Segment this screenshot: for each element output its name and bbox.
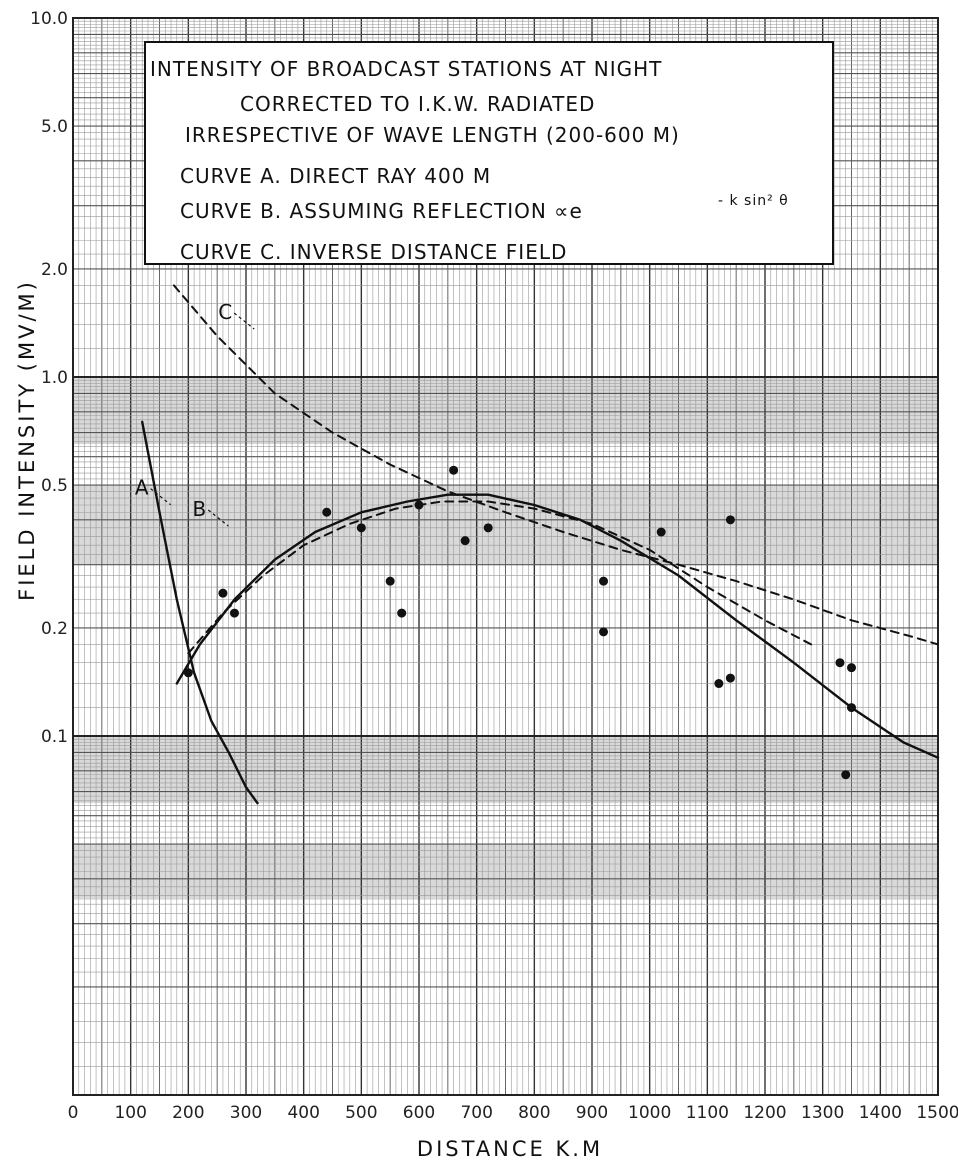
x-tick-label: 200: [172, 1103, 204, 1123]
y-tick-label: 0.5: [41, 476, 68, 496]
series-line-a: [140, 420, 259, 805]
x-tick-label: 1100: [686, 1103, 729, 1123]
x-tick-label: 1000: [628, 1103, 671, 1123]
data-point: [725, 673, 735, 683]
legend-box: INTENSITY OF BROADCAST STATIONS AT NIGHT…: [144, 41, 834, 265]
x-tick-label: 1400: [859, 1103, 902, 1123]
data-point: [356, 523, 366, 533]
y-tick-label: 0.1: [41, 727, 68, 747]
chart-subtitle-1: CORRECTED TO I.K.W. RADIATED: [240, 92, 595, 116]
y-tick-label: 1.0: [41, 368, 68, 388]
x-tick-label: 300: [230, 1103, 262, 1123]
curve-label-b: B: [193, 497, 207, 521]
data-point: [847, 703, 856, 713]
y-tick-label: 2.0: [41, 260, 68, 280]
legend-background: [144, 41, 834, 265]
y-tick-label: 10.0: [30, 9, 68, 29]
x-tick-label: 1500: [916, 1103, 958, 1123]
y-tick-label: 0.2: [41, 619, 68, 639]
data-point: [599, 576, 609, 586]
data-point: [397, 608, 407, 618]
data-point: [183, 668, 193, 678]
legend-curve-b-formula: - k sin² θ: [718, 193, 789, 209]
x-tick-label: 1300: [801, 1103, 844, 1123]
data-point: [847, 663, 856, 673]
data-points: [183, 465, 856, 780]
data-point: [449, 465, 459, 475]
data-point: [725, 515, 735, 525]
x-axis-title: DISTANCE K.M: [417, 1137, 603, 1161]
series-group: A B C: [135, 284, 940, 805]
legend-curve-c: CURVE C. INVERSE DISTANCE FIELD: [180, 240, 567, 264]
curve-pointer-b: [207, 509, 229, 527]
data-point: [385, 576, 395, 586]
y-tick-label: 5.0: [41, 117, 68, 137]
data-point: [218, 588, 228, 598]
x-tick-label: 100: [114, 1103, 146, 1123]
x-tick-label: 600: [403, 1103, 435, 1123]
series-line-c: [172, 284, 939, 646]
data-point: [599, 627, 609, 637]
series-line-b: [175, 493, 940, 759]
legend-curve-a: CURVE A. DIRECT RAY 400 M: [180, 164, 491, 188]
curve-pointer-a: [150, 488, 171, 506]
axis-ticks: 0 100 200 300 400 500 600 700 800 900 1000 1100 1200…: [30, 9, 958, 1123]
data-point: [414, 500, 424, 510]
x-tick-label: 500: [345, 1103, 377, 1123]
data-point: [841, 770, 851, 780]
y-axis-title: FIELD INTENSITY (MV/M): [15, 279, 39, 601]
x-tick-label: 1200: [743, 1103, 786, 1123]
data-point: [322, 507, 332, 517]
data-point: [483, 523, 493, 533]
series-line-b-dashed: [187, 500, 813, 655]
data-point: [714, 679, 724, 689]
legend-curve-b: CURVE B. ASSUMING REFLECTION ∝e: [180, 199, 583, 223]
curve-label-a: A: [135, 476, 149, 500]
x-tick-label: 900: [576, 1103, 608, 1123]
data-point: [229, 608, 239, 618]
curve-pointer-c: [233, 312, 255, 330]
data-point: [835, 658, 845, 668]
plot-frame: [72, 17, 939, 1096]
curve-label-c: C: [218, 300, 232, 324]
chart-subtitle-2: IRRESPECTIVE OF WAVE LENGTH (200-600 M): [185, 123, 680, 147]
data-point: [656, 527, 666, 537]
data-point: [460, 536, 470, 546]
x-tick-label: 400: [287, 1103, 319, 1123]
x-tick-label: 700: [460, 1103, 492, 1123]
x-tick-label: 0: [68, 1103, 79, 1123]
chart-title: INTENSITY OF BROADCAST STATIONS AT NIGHT: [150, 57, 662, 81]
x-tick-label: 800: [518, 1103, 550, 1123]
